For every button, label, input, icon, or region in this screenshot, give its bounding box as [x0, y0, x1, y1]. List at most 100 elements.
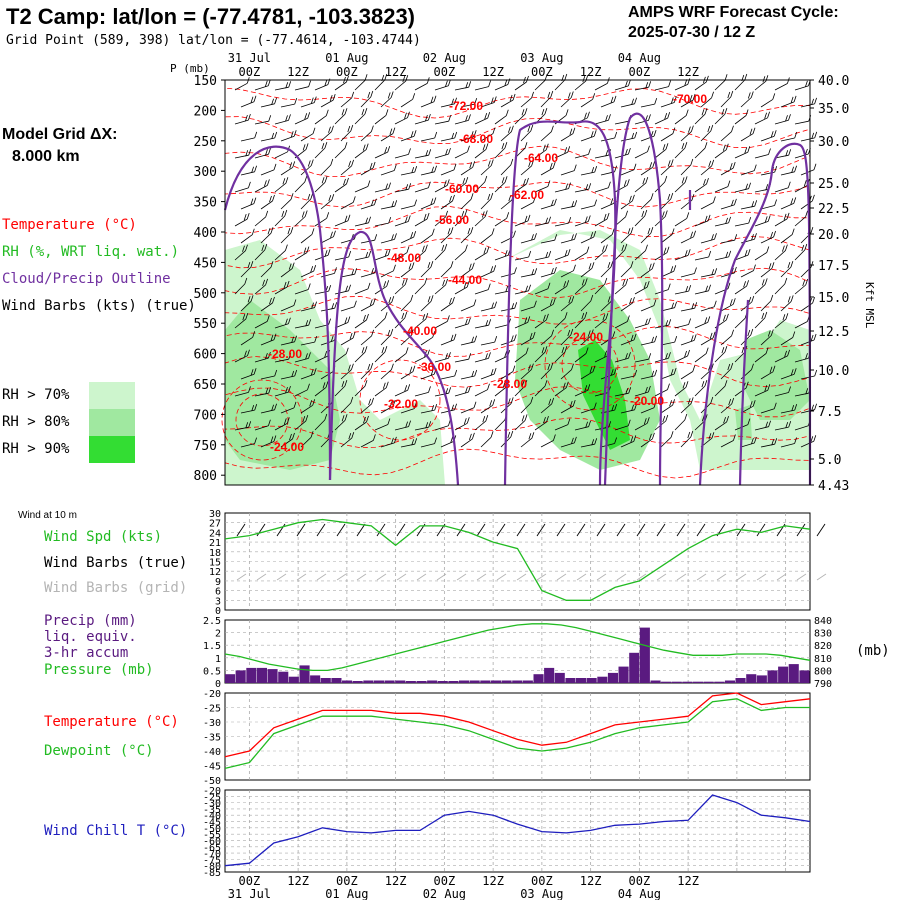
wind-barb-staff	[314, 419, 326, 431]
rh-70-swatch	[89, 382, 135, 409]
wind-barb-staff	[340, 273, 355, 278]
wind-barb-flag	[434, 131, 438, 139]
precip-bar	[501, 680, 512, 683]
wind-barb-flag	[614, 437, 617, 444]
wind-barb-staff	[374, 351, 386, 363]
wind-barb-staff	[440, 409, 455, 414]
wind-barb-staff	[334, 290, 349, 295]
isotherm-label: -72.00	[449, 99, 483, 113]
wind-barb-flag	[653, 401, 657, 408]
wind-barb-flag	[452, 194, 455, 202]
wind-barb-flag	[490, 368, 494, 376]
wind-barb-flag	[722, 144, 726, 151]
wind-barb-staff	[514, 81, 527, 91]
wind-barb-staff	[774, 318, 787, 329]
wind-barb-staff	[520, 130, 532, 142]
wind-barb-staff	[680, 273, 695, 278]
wind-barb-flag	[643, 418, 647, 425]
wind-barb-flag	[666, 246, 670, 253]
wind-barb-grid	[316, 573, 327, 581]
wind-barb-flag	[547, 363, 551, 371]
wind-barb-staff	[554, 351, 566, 363]
wind-barb-flag	[268, 387, 272, 394]
wind-barb-flag	[394, 233, 397, 240]
wind-barb-staff	[774, 355, 788, 363]
wind-barb-flag	[793, 95, 797, 103]
wind-barb-flag	[294, 369, 298, 377]
precip-bar	[799, 670, 810, 683]
wind-barb-staff	[580, 236, 594, 244]
wind-barb-true	[376, 523, 386, 537]
height-tick-label: 15.0	[818, 291, 849, 306]
wind-barb-flag	[473, 299, 477, 306]
precip-bar	[639, 627, 650, 683]
wind-barb-staff	[614, 392, 629, 397]
top-hour-tick-label: 00Z	[531, 65, 553, 79]
wind-barb-staff	[674, 419, 686, 431]
wind-barb-flag	[453, 163, 457, 171]
wind-barb-staff	[660, 404, 673, 414]
wind-barb-flag	[611, 228, 615, 235]
wind-barb-staff	[474, 358, 489, 363]
wind-barb-flag	[346, 75, 349, 83]
windchill-tick-label: -60	[203, 836, 221, 847]
wind-speed-tick-label: 15	[209, 558, 221, 569]
height-tick-label: 4.43	[818, 479, 849, 494]
wind-barb-flag	[373, 434, 376, 441]
wind-barb-flag	[608, 114, 611, 121]
wind-barb-flag	[607, 261, 611, 269]
wind-barb-flag	[690, 430, 694, 438]
precip-bar	[235, 670, 246, 683]
wind-barb-flag	[383, 281, 387, 288]
wind-barb-staff	[240, 137, 255, 142]
wind-barb-flag	[345, 347, 349, 354]
wind-barb-flag	[271, 98, 274, 105]
wind-barb-flag	[586, 246, 590, 253]
wind-barb-flag	[294, 97, 298, 105]
wind-barb-staff	[360, 239, 375, 244]
wind-barb-flag	[269, 297, 272, 305]
wind-barb-flag	[567, 248, 571, 256]
wind-barb-staff	[314, 84, 329, 91]
wind-barb-staff	[280, 305, 295, 312]
wind-barb-staff	[560, 239, 575, 244]
precip-bar	[384, 680, 395, 683]
wind-barb-flag	[727, 282, 731, 289]
rh-90-label: RH > 90%	[2, 441, 70, 457]
windchill-tick-label: -85	[203, 868, 221, 879]
wind-barb-flag	[348, 160, 351, 168]
wind-barb-flag	[487, 111, 491, 119]
wind-barb-staff	[660, 341, 675, 346]
wind-barb-flag	[352, 196, 356, 203]
legend-wind-barbs: Wind Barbs (kts) (true)	[2, 298, 196, 314]
wind-barb-flag	[492, 399, 496, 406]
wind-barb-flag	[448, 79, 451, 86]
wind-barb-staff	[700, 273, 715, 278]
precip-bar	[714, 681, 725, 683]
wind-barb-flag	[730, 90, 734, 98]
wind-barb-flag	[487, 193, 491, 201]
wind-barb-flag	[344, 215, 348, 222]
temperature-line	[224, 692, 811, 758]
wind-barb-staff	[754, 188, 769, 193]
wind-barb-flag	[667, 160, 671, 167]
wind-barb-flag	[684, 141, 688, 149]
wind-barb-flag	[288, 385, 291, 393]
wind-barb-staff	[760, 371, 774, 380]
wind-barb-staff	[360, 440, 374, 448]
wind-barb-flag	[788, 386, 791, 393]
wind-barb-flag	[551, 125, 554, 132]
wind-barb-staff	[374, 254, 389, 261]
wind-barb-staff	[694, 290, 709, 295]
wind-barb-staff	[400, 171, 415, 176]
wind-barb-flag	[706, 75, 709, 83]
wind-barb-staff	[460, 199, 472, 210]
wind-barb-flag	[344, 108, 348, 115]
wind-barb-flag	[771, 439, 775, 446]
wind-barb-flag	[626, 179, 630, 186]
wind-barb-flag	[811, 132, 815, 140]
wind-speed-tick-label: 3	[215, 596, 221, 607]
wind-barb-flag	[784, 277, 788, 285]
wind-barb-staff	[774, 426, 789, 431]
wind-barb-flag	[242, 245, 245, 252]
